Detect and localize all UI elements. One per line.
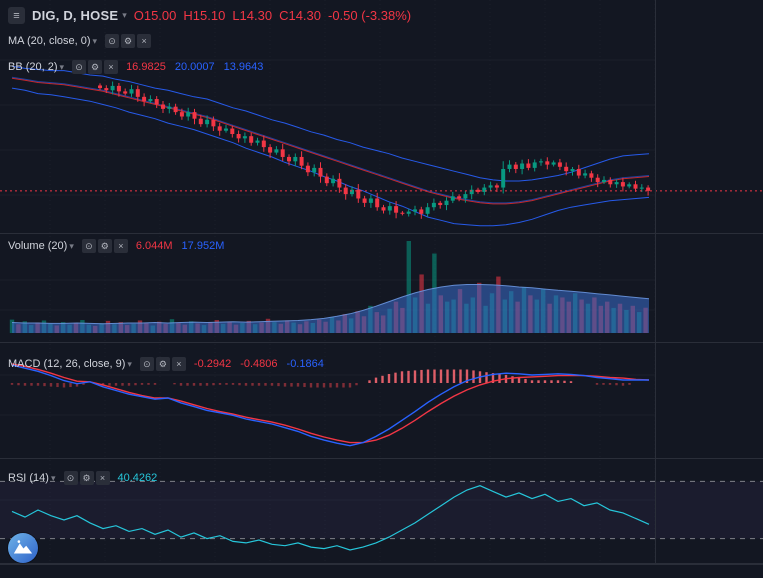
low-value: L14.30 [232, 8, 273, 23]
change-value: -0.50 (-3.38%) [328, 8, 412, 23]
close-icon[interactable]: × [113, 239, 128, 253]
eye-icon[interactable]: ⊙ [72, 60, 87, 74]
close-icon[interactable]: × [137, 34, 152, 48]
open-value: O15.00 [133, 8, 177, 23]
mountain-logo-icon [13, 540, 33, 554]
symbol-header: ≡ DIG, D, HOSE ▾ O15.00 H15.10 L14.30 C1… [8, 7, 411, 24]
eye-icon[interactable]: ⊙ [81, 239, 96, 253]
chevron-down-icon[interactable]: ▾ [69, 240, 74, 251]
close-value: C14.30 [279, 8, 321, 23]
chevron-down-icon[interactable]: ▾ [127, 358, 132, 369]
bb-value: 13.9643 [223, 61, 264, 73]
bb-value: 16.9825 [126, 61, 166, 73]
eye-icon[interactable]: ⊙ [139, 357, 154, 371]
time-axis[interactable] [0, 564, 763, 578]
high-value: H15.10 [183, 8, 226, 23]
settings-icon[interactable]: ⚙ [97, 239, 112, 253]
settings-icon[interactable]: ⚙ [88, 60, 103, 74]
macd-value: -0.4806 [240, 358, 278, 370]
chevron-down-icon[interactable]: ▾ [122, 10, 127, 20]
volume-ma-value: 17.952M [181, 240, 225, 252]
rsi-legend: RSI (14) ▾ ⊙ ⚙ × 40.4262 [8, 471, 157, 485]
settings-icon[interactable]: ⚙ [121, 34, 136, 48]
menu-icon[interactable]: ≡ [8, 7, 25, 24]
bb-legend: BB (20, 2) ▾ ⊙ ⚙ × 16.9825 20.0007 13.96… [8, 60, 263, 74]
macd-label[interactable]: MACD (12, 26, close, 9) [8, 358, 126, 370]
ma-label[interactable]: MA (20, close, 0) [8, 35, 91, 47]
eye-icon[interactable]: ⊙ [105, 34, 120, 48]
close-icon[interactable]: × [95, 471, 110, 485]
chevron-down-icon[interactable]: ▾ [59, 61, 65, 72]
chevron-down-icon[interactable]: ▾ [50, 472, 56, 483]
rsi-value: 40.4262 [117, 472, 158, 484]
macd-hist-value: -0.2942 [193, 358, 232, 370]
settings-icon[interactable]: ⚙ [155, 357, 170, 371]
volume-label[interactable]: Volume (20) [8, 240, 68, 252]
symbol-name[interactable]: DIG, D, HOSE [32, 8, 119, 23]
volume-value: 6.044M [135, 240, 173, 252]
eye-icon[interactable]: ⊙ [63, 471, 78, 485]
bb-label[interactable]: BB (20, 2) [8, 61, 58, 73]
settings-icon[interactable]: ⚙ [79, 471, 94, 485]
chevron-down-icon[interactable]: ▾ [92, 35, 98, 46]
rsi-label[interactable]: RSI (14) [8, 472, 49, 484]
volume-legend: Volume (20) ▾ ⊙ ⚙ × 6.044M 17.952M [8, 239, 224, 253]
tradingview-logo[interactable] [8, 533, 38, 563]
bb-value: 20.0007 [174, 61, 215, 73]
close-icon[interactable]: × [104, 60, 119, 74]
macd-signal-value: -0.1864 [286, 358, 324, 370]
macd-legend: MACD (12, 26, close, 9) ▾ ⊙ ⚙ × -0.2942 … [8, 357, 324, 371]
close-icon[interactable]: × [171, 357, 186, 371]
ma-legend: MA (20, close, 0) ▾ ⊙ ⚙ × [8, 34, 154, 48]
